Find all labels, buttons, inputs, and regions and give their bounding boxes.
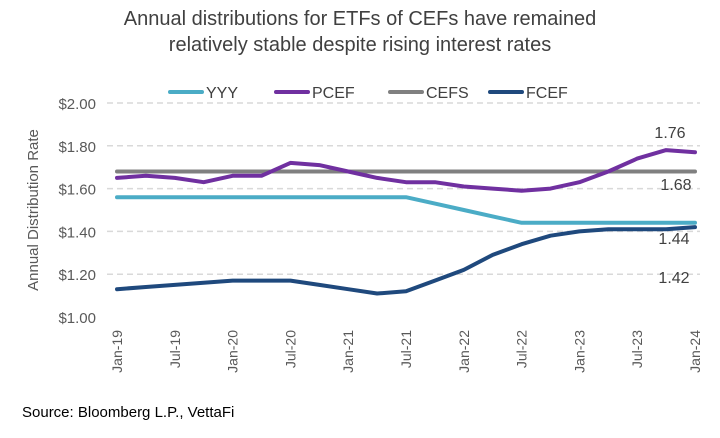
x-tick-label: Jan-21 [340, 330, 356, 373]
x-tick-label: Jan-24 [687, 330, 703, 373]
y-tick-label: $1.20 [58, 267, 96, 284]
x-tick-label: Jan-19 [109, 330, 125, 373]
data-label-cefs: 1.68 [660, 177, 691, 194]
legend-label: CEFS [426, 85, 469, 102]
title-line-1: Annual distributions for ETFs of CEFs ha… [123, 8, 597, 30]
x-tick-label: Jan-23 [571, 330, 587, 373]
legend-item-yyy: YYY [168, 85, 238, 102]
x-tick-label: Jul-19 [167, 330, 183, 368]
data-label-fcef: 1.42 [658, 270, 689, 287]
data-label-pcef: 1.76 [654, 125, 685, 142]
chart-title: Annual distributions for ETFs of CEFs ha… [0, 6, 720, 58]
legend-label: FCEF [526, 85, 568, 102]
legend-label: YYY [206, 85, 238, 102]
data-label-yyy: 1.44 [658, 231, 689, 248]
title-line-2: relatively stable despite rising interes… [168, 34, 552, 56]
legend-item-cefs: CEFS [388, 85, 469, 102]
legend-label: PCEF [312, 85, 355, 102]
y-tick-label: $2.00 [58, 96, 96, 113]
y-tick-label: $1.00 [58, 310, 96, 327]
y-tick-label: $1.60 [58, 182, 96, 199]
y-tick-label: $1.40 [58, 224, 96, 241]
x-tick-label: Jul-21 [398, 330, 414, 368]
series-line-pcef [115, 148, 697, 193]
series-line-yyy [115, 195, 697, 225]
x-tick-label: Jan-20 [225, 330, 241, 373]
legend-item-fcef: FCEF [488, 85, 568, 102]
y-tick-label: $1.80 [58, 139, 96, 156]
x-tick-label: Jul-23 [629, 330, 645, 368]
legend-item-pcef: PCEF [274, 85, 355, 102]
series-line-fcef [115, 225, 697, 296]
x-tick-label: Jul-20 [282, 330, 298, 368]
y-axis-label: Annual Distribution Rate [25, 129, 42, 291]
source-note: Source: Bloomberg L.P., VettaFi [22, 404, 235, 421]
x-tick-label: Jul-22 [514, 330, 530, 368]
x-tick-label: Jan-22 [456, 330, 472, 373]
